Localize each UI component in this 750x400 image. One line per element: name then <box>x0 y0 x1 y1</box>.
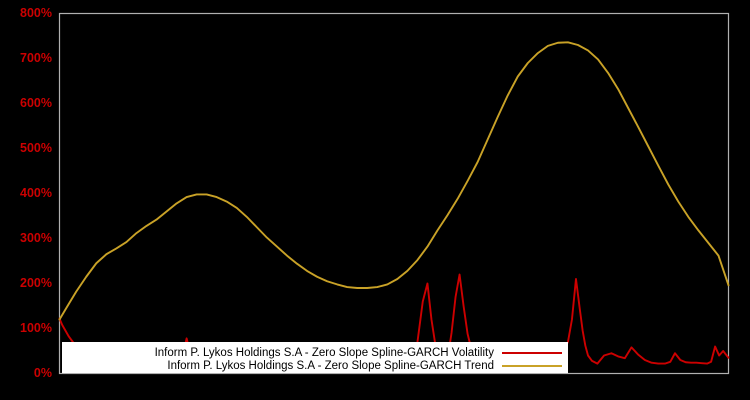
y-axis-tick-label: 600% <box>20 96 52 110</box>
y-axis-tick-label: 700% <box>20 51 52 65</box>
chart-legend[interactable]: Inform P. Lykos Holdings S.A - Zero Slop… <box>62 342 568 373</box>
volatility-series-line <box>58 273 730 370</box>
y-axis-tick-label: 400% <box>20 186 52 200</box>
legend-entry-label: Inform P. Lykos Holdings S.A - Zero Slop… <box>167 360 494 372</box>
y-axis-tick-label: 800% <box>20 6 52 20</box>
legend-background <box>62 342 568 373</box>
y-axis-tick-label: 100% <box>20 321 52 335</box>
y-axis-tick-label: 300% <box>20 231 52 245</box>
plot-area-frame <box>58 12 730 375</box>
legend-entry-label: Inform P. Lykos Holdings S.A - Zero Slop… <box>155 347 495 359</box>
trend-series-line <box>58 41 730 321</box>
data-series-group <box>58 41 730 370</box>
y-axis-tick-label: 200% <box>20 276 52 290</box>
y-axis-tick-label: 500% <box>20 141 52 155</box>
y-axis-tick-label: 0% <box>34 366 52 380</box>
y-axis-tick-labels: 0% 100% 200% 300% 400% 500% 600% 700% 800% <box>20 6 52 380</box>
